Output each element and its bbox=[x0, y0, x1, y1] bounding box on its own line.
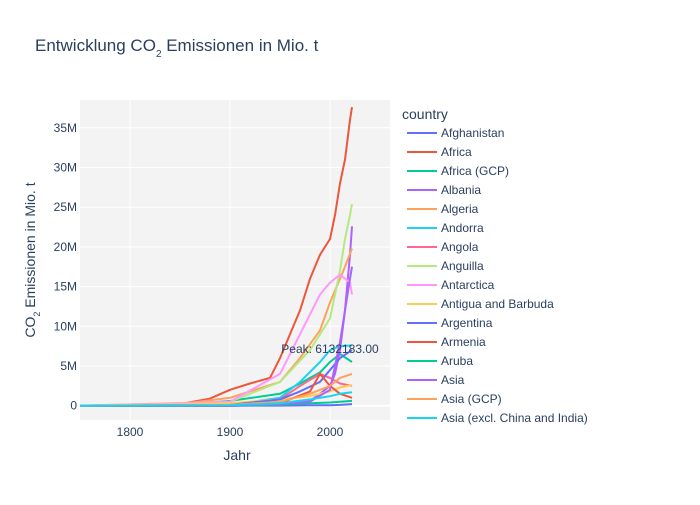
y-tick-label: 20M bbox=[54, 240, 77, 254]
x-tick-label: 1800 bbox=[117, 425, 144, 439]
legend-label: Antarctica bbox=[441, 278, 495, 292]
legend-item-anguilla[interactable]: Anguilla bbox=[407, 259, 484, 273]
y-axis-title-main: CO bbox=[22, 316, 38, 337]
legend-item-asia[interactable]: Asia bbox=[407, 373, 465, 387]
legend-label: Andorra bbox=[441, 221, 484, 235]
legend-label: Asia (excl. China and India) bbox=[441, 411, 588, 425]
chart-title-main: Entwicklung CO bbox=[35, 36, 156, 55]
y-tick-label: 5M bbox=[60, 359, 77, 373]
y-tick-label: 30M bbox=[54, 160, 77, 174]
legend-item-argentina[interactable]: Argentina bbox=[407, 316, 493, 330]
chart-title-subscript: 2 bbox=[156, 49, 162, 60]
legend[interactable]: Afghanistan Africa Africa (GCP) Albania Alge… bbox=[407, 126, 588, 425]
legend-label: Algeria bbox=[441, 202, 479, 216]
peak-annotation: Peak: 6132183.00 bbox=[281, 342, 379, 356]
legend-label: Albania bbox=[441, 183, 481, 197]
legend-item-aruba[interactable]: Aruba bbox=[407, 354, 473, 368]
legend-label: Asia bbox=[441, 373, 465, 387]
legend-item-albania[interactable]: Albania bbox=[407, 183, 481, 197]
x-axis-ticks: 1800 1900 2000 bbox=[117, 425, 344, 439]
chart-title-rest: Emissionen in Mio. t bbox=[162, 36, 319, 55]
series-lines[interactable] bbox=[80, 106, 353, 407]
legend-label: Argentina bbox=[441, 316, 493, 330]
series-line-anguilla[interactable] bbox=[80, 203, 353, 407]
series-line-algeria[interactable] bbox=[80, 248, 353, 407]
legend-item-algeria[interactable]: Algeria bbox=[407, 202, 479, 216]
legend-label: Aruba bbox=[441, 354, 473, 368]
series-line-antarctica[interactable] bbox=[80, 273, 353, 407]
legend-label: Armenia bbox=[441, 335, 486, 349]
plot-background bbox=[80, 100, 390, 420]
y-axis-title-subscript: 2 bbox=[32, 312, 42, 317]
legend-item-armenia[interactable]: Armenia bbox=[407, 335, 486, 349]
legend-label: Asia (GCP) bbox=[441, 392, 502, 406]
legend-item-antarctica[interactable]: Antarctica bbox=[407, 278, 495, 292]
legend-title: country bbox=[402, 106, 448, 122]
series-line-africa[interactable] bbox=[80, 106, 353, 407]
legend-item-angola[interactable]: Angola bbox=[407, 240, 479, 254]
legend-item-antigua-and-barbuda[interactable]: Antigua and Barbuda bbox=[407, 297, 554, 311]
series-line-antigua-and-barbuda[interactable] bbox=[80, 384, 353, 407]
plot-area[interactable] bbox=[80, 106, 353, 407]
y-tick-label: 35M bbox=[54, 121, 77, 135]
y-axis-title: CO2 Emissionen in Mio. t bbox=[22, 182, 42, 337]
legend-item-asia-excl-china-and-india-[interactable]: Asia (excl. China and India) bbox=[407, 411, 588, 425]
chart-title: Entwicklung CO2 Emissionen in Mio. t bbox=[35, 36, 319, 60]
y-axis-ticks: 0 5M 10M 15M 20M 25M 30M 35M bbox=[54, 121, 78, 413]
legend-label: Anguilla bbox=[441, 259, 484, 273]
legend-label: Africa bbox=[441, 145, 472, 159]
x-tick-label: 2000 bbox=[317, 425, 344, 439]
y-tick-label: 15M bbox=[54, 280, 77, 294]
legend-label: Afghanistan bbox=[441, 126, 504, 140]
y-tick-label: 10M bbox=[54, 319, 77, 333]
y-tick-label: 0 bbox=[70, 399, 77, 413]
legend-item-andorra[interactable]: Andorra bbox=[407, 221, 484, 235]
legend-label: Africa (GCP) bbox=[441, 164, 509, 178]
legend-label: Angola bbox=[441, 240, 479, 254]
legend-item-africa-gcp-[interactable]: Africa (GCP) bbox=[407, 164, 509, 178]
x-tick-label: 1900 bbox=[217, 425, 244, 439]
y-tick-label: 25M bbox=[54, 200, 77, 214]
legend-item-asia-gcp-[interactable]: Asia (GCP) bbox=[407, 392, 502, 406]
x-axis-title: Jahr bbox=[223, 447, 251, 463]
y-axis-title-rest: Emissionen in Mio. t bbox=[22, 182, 38, 311]
legend-item-africa[interactable]: Africa bbox=[407, 145, 472, 159]
series-line-asia-excl-china-and-india-[interactable] bbox=[80, 391, 353, 407]
legend-label: Antigua and Barbuda bbox=[441, 297, 554, 311]
legend-item-afghanistan[interactable]: Afghanistan bbox=[407, 126, 504, 140]
